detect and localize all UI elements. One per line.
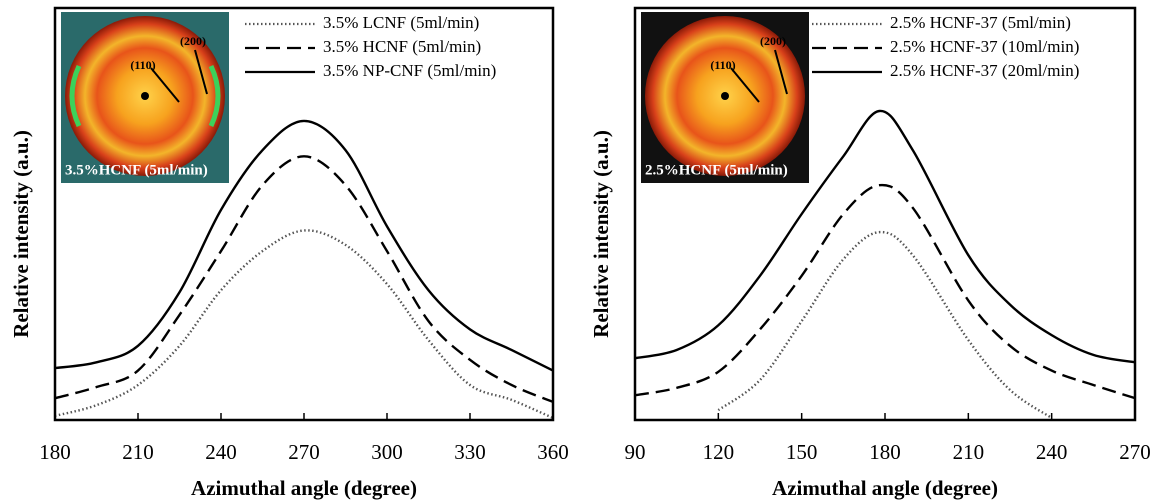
x-tick-label: 360: [537, 440, 569, 464]
x-tick-label: 270: [1119, 440, 1151, 464]
inset-annotation: (200): [760, 34, 786, 48]
plot-frame: [53, 6, 555, 422]
inset-arc: [208, 64, 221, 128]
inset-annotation: (110): [710, 58, 735, 72]
inset-arrow: [194, 49, 208, 95]
legend-label: 2.5% HCNF-37 (20ml/min): [890, 61, 1079, 80]
x-axis-label: Azimuthal angle (degree): [191, 476, 417, 500]
x-axis-label: Azimuthal angle (degree): [772, 476, 998, 500]
x-tick-label: 240: [205, 440, 237, 464]
inset-annotation: (200): [180, 34, 206, 48]
inset-arrow: [150, 67, 180, 103]
plot-frame: [633, 6, 1137, 422]
x-tick-label: 210: [122, 440, 154, 464]
x-tick-label: 90: [625, 440, 646, 464]
y-axis-label: Relative intensity (a.u.): [9, 130, 33, 338]
legend-label: 2.5% HCNF-37 (5ml/min): [890, 13, 1071, 32]
legend-label: 3.5% LCNF (5ml/min): [323, 13, 479, 32]
inset-label: 2.5%HCNF (5ml/min): [645, 162, 788, 178]
x-tick-label: 300: [371, 440, 403, 464]
inset-arc: [69, 64, 82, 128]
series-line: [54, 119, 554, 372]
x-tick-label: 330: [454, 440, 486, 464]
x-tick-label: 180: [39, 440, 71, 464]
inset-arrow: [730, 67, 760, 103]
inset-label: 3.5%HCNF (5ml/min): [65, 162, 208, 178]
inset-annotation: (110): [130, 58, 155, 72]
legend-label: 3.5% NP-CNF (5ml/min): [323, 61, 496, 80]
x-tick-label: 180: [869, 440, 901, 464]
y-axis-label: Relative intensity (a.u.): [589, 130, 613, 338]
inset-beam-stop: [141, 92, 149, 100]
x-tick-label: 120: [703, 440, 735, 464]
x-tick-label: 150: [786, 440, 818, 464]
series-line: [634, 109, 1136, 364]
series-line: [717, 230, 1053, 419]
inset-arrow: [774, 49, 788, 95]
legend-label: 3.5% HCNF (5ml/min): [323, 37, 481, 56]
legend-label: 2.5% HCNF-37 (10ml/min): [890, 37, 1079, 56]
series-line: [54, 229, 554, 420]
series-line: [634, 183, 1136, 400]
inset-beam-stop: [721, 92, 729, 100]
x-tick-label: 240: [1036, 440, 1068, 464]
series-line: [54, 155, 554, 403]
x-tick-label: 210: [953, 440, 985, 464]
x-tick-label: 270: [288, 440, 320, 464]
